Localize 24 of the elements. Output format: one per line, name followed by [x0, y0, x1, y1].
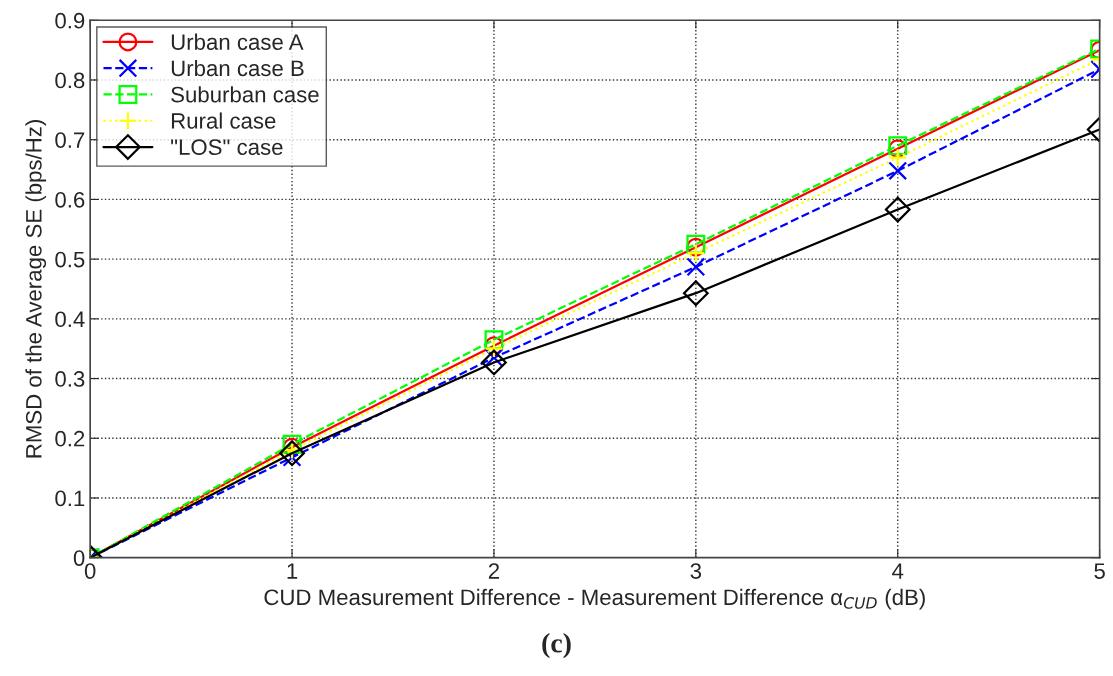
- y-axis-title: RMSD of the Average SE (bps/Hz): [25, 120, 47, 458]
- legend-label: Urban case B: [171, 59, 304, 77]
- y-tick-label: 0: [73, 550, 85, 566]
- x-tick-label: 0: [84, 563, 96, 579]
- x-tick-label: 1: [287, 563, 298, 579]
- x-tick-label: 3: [690, 563, 702, 579]
- legend-label: Rural case: [171, 112, 276, 129]
- y-tick-label: 0.9: [55, 12, 85, 29]
- legend-label: Suburban case: [171, 86, 319, 103]
- legend-label: Urban case A: [171, 33, 304, 50]
- y-tick-label: 0.5: [55, 251, 85, 268]
- x-tick-label: 2: [488, 563, 500, 579]
- y-tick-label: 0.6: [55, 191, 85, 208]
- y-tick-label: 0.1: [55, 490, 85, 507]
- text: (c): [542, 632, 571, 659]
- y-tick-label: 0.7: [55, 132, 85, 148]
- x-axis-title: CUD Measurement Difference - Measurement Difference α$_{CUD}$ (dB): [264, 588, 925, 610]
- y-tick-label: 0.4: [55, 311, 85, 328]
- y-tick-label: 0.8: [55, 72, 85, 89]
- y-tick-label: 0.3: [55, 371, 85, 387]
- y-tick-label: 0.2: [55, 430, 85, 447]
- legend-label: "LOS" case: [171, 139, 283, 156]
- x-tick-label: 5: [1094, 563, 1105, 579]
- x-tick-label: 4: [892, 563, 904, 579]
